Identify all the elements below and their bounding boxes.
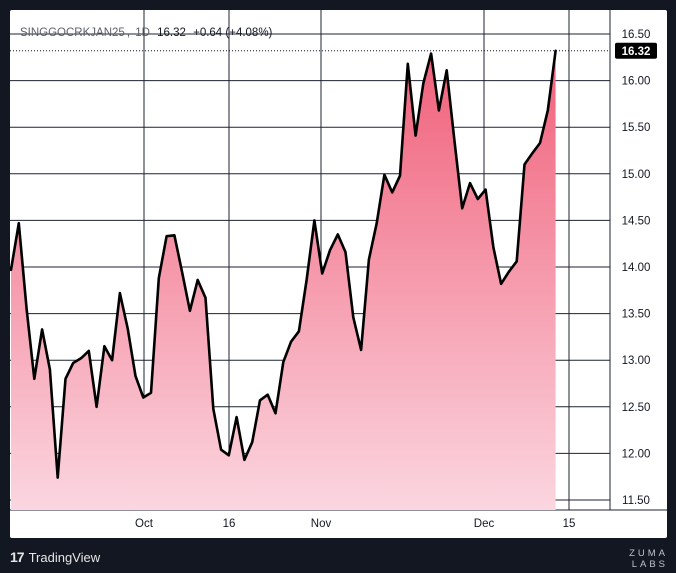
y-tick-label: 13.00 bbox=[622, 355, 651, 367]
y-tick-label: 14.50 bbox=[622, 215, 651, 227]
tradingview-logo[interactable]: 17 TradingView bbox=[10, 549, 100, 565]
chart-svg[interactable]: 11.50 12.00 12.50 13.00 13.50 14.00 14.50 15.00… bbox=[10, 10, 667, 538]
legend: SINGGOCRKJAN25, 1D 16.32 +0.64 (+4.08%) bbox=[20, 27, 273, 39]
x-tick-label: 16 bbox=[223, 518, 236, 530]
y-tick-label: 15.50 bbox=[622, 122, 651, 134]
last-price-label: 16.32 bbox=[622, 46, 651, 58]
x-tick-label: Dec bbox=[474, 518, 495, 530]
area-layer bbox=[10, 49, 610, 511]
y-tick-label: 16.00 bbox=[622, 76, 651, 88]
chart-panel[interactable]: 11.50 12.00 12.50 13.00 13.50 14.00 14.50 15.00… bbox=[10, 10, 667, 538]
y-tick-label: 16.50 bbox=[622, 29, 651, 41]
last-price-badge bbox=[615, 42, 657, 59]
y-tick-label: 12.50 bbox=[622, 402, 651, 414]
zuma-labs-logo: ZUMA LABS bbox=[629, 548, 668, 570]
interval-label[interactable]: 1D bbox=[135, 27, 150, 39]
y-tick-label: 13.50 bbox=[622, 309, 651, 321]
x-tick-label: Oct bbox=[135, 518, 154, 530]
y-tick-label: 15.00 bbox=[622, 169, 651, 181]
symbol-label: SINGGOCRKJAN25 bbox=[20, 27, 125, 39]
y-tick-label: 11.50 bbox=[622, 495, 650, 507]
y-tick-label: 12.00 bbox=[622, 448, 651, 460]
axis-layer: 11.50 12.00 12.50 13.00 13.50 14.00 14.50 15.00… bbox=[135, 29, 657, 530]
tradingview-text: TradingView bbox=[28, 549, 101, 565]
footer: 17 TradingView ZUMA LABS bbox=[0, 538, 676, 573]
zuma-line: ZUMA bbox=[629, 548, 668, 559]
tradingview-mark-icon: 17 bbox=[10, 549, 25, 565]
x-tick-label: Nov bbox=[311, 518, 332, 530]
change-label: +0.64 (+4.08%) bbox=[193, 27, 273, 39]
last-value-label: 16.32 bbox=[157, 27, 186, 39]
labs-line: LABS bbox=[631, 559, 668, 570]
series-line bbox=[10, 49, 557, 479]
x-tick-label: 15 bbox=[563, 518, 576, 530]
y-tick-label: 14.00 bbox=[622, 262, 651, 274]
series-area bbox=[11, 50, 556, 511]
